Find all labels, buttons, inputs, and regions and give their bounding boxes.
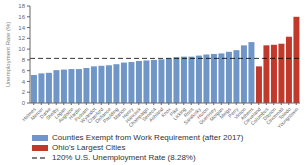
- svg-text:Athens: Athens: [239, 106, 255, 122]
- svg-text:Holmes: Holmes: [20, 106, 37, 123]
- html-text:120% U.S. Unemployment Rate (8: 120% U.S. Unemployment Rate (8.28%): [52, 153, 196, 162]
- svg-text:Wyandot: Wyandot: [78, 106, 97, 125]
- svg-text:Logan: Logan: [52, 106, 67, 121]
- svg-text:16: 16: [18, 14, 25, 20]
- svg-text:14: 14: [18, 25, 25, 31]
- svg-text:Marion: Marion: [111, 106, 127, 121]
- svg-text:Guernsey: Guernsey: [197, 106, 217, 126]
- svg-text:Darke: Darke: [38, 106, 52, 120]
- svg-text:Mercer: Mercer: [29, 106, 45, 122]
- svg-text:Ashland: Ashland: [147, 106, 165, 123]
- svg-text:Paulding: Paulding: [101, 106, 120, 124]
- svg-text:Meigs: Meigs: [218, 106, 232, 120]
- svg-text:Cleveland: Cleveland: [242, 106, 262, 126]
- svg-text:Cincinnati: Cincinnati: [264, 106, 285, 126]
- svg-text:Dayton: Dayton: [261, 106, 277, 122]
- svg-text:Putnam: Putnam: [73, 106, 90, 123]
- svg-text:Seneca: Seneca: [140, 106, 157, 123]
- svg-text:Hancock: Hancock: [124, 106, 142, 124]
- svg-text:Unemployment Rate (%): Unemployment Rate (%): [8, 22, 11, 88]
- svg-text:12: 12: [18, 35, 25, 41]
- svg-text:Youngstown: Youngstown: [276, 106, 298, 130]
- svg-text:6: 6: [22, 68, 26, 74]
- svg-text:Hardin: Hardin: [67, 106, 82, 121]
- svg-text:Vinton: Vinton: [232, 106, 247, 121]
- svg-text:Huron: Huron: [195, 106, 210, 120]
- svg-text:Crawford: Crawford: [85, 106, 105, 125]
- svg-text:Knox: Knox: [159, 106, 172, 119]
- svg-text:8: 8: [22, 57, 26, 63]
- svg-text:Columbus: Columbus: [249, 106, 270, 127]
- svg-text:Ross: Ross: [182, 106, 195, 119]
- html-text:Counties Exempt from Work Requ: Counties Exempt from Work Requirement (a…: [52, 133, 244, 142]
- svg-text:4: 4: [22, 79, 26, 85]
- svg-text:0: 0: [22, 100, 26, 106]
- svg-text:Defiance: Defiance: [93, 106, 112, 125]
- svg-text:Auglaize: Auglaize: [56, 106, 75, 124]
- svg-text:Toledo: Toledo: [277, 106, 292, 121]
- svg-text:10: 10: [18, 46, 25, 52]
- svg-text:Champaign: Champaign: [127, 106, 150, 129]
- svg-text:18: 18: [18, 3, 25, 9]
- svg-text:Sandusky: Sandusky: [182, 106, 202, 126]
- svg-text:Pike: Pike: [168, 106, 180, 118]
- svg-text:Shelby: Shelby: [44, 106, 60, 121]
- svg-text:2: 2: [22, 89, 26, 95]
- svg-text:Perry: Perry: [226, 106, 240, 119]
- svg-text:Licking: Licking: [171, 106, 187, 122]
- html-text:Ohio's Largest Cities: Ohio's Largest Cities: [52, 143, 126, 152]
- svg-text:Henry: Henry: [120, 106, 135, 120]
- svg-text:Morgan: Morgan: [208, 106, 225, 123]
